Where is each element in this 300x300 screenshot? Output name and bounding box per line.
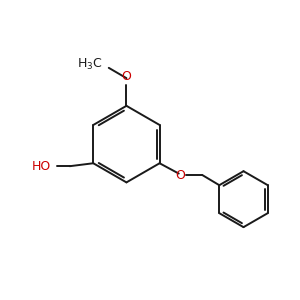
- Text: H$_3$C: H$_3$C: [77, 56, 103, 72]
- Text: O: O: [122, 70, 131, 83]
- Text: HO: HO: [32, 160, 51, 173]
- Text: O: O: [175, 169, 185, 182]
